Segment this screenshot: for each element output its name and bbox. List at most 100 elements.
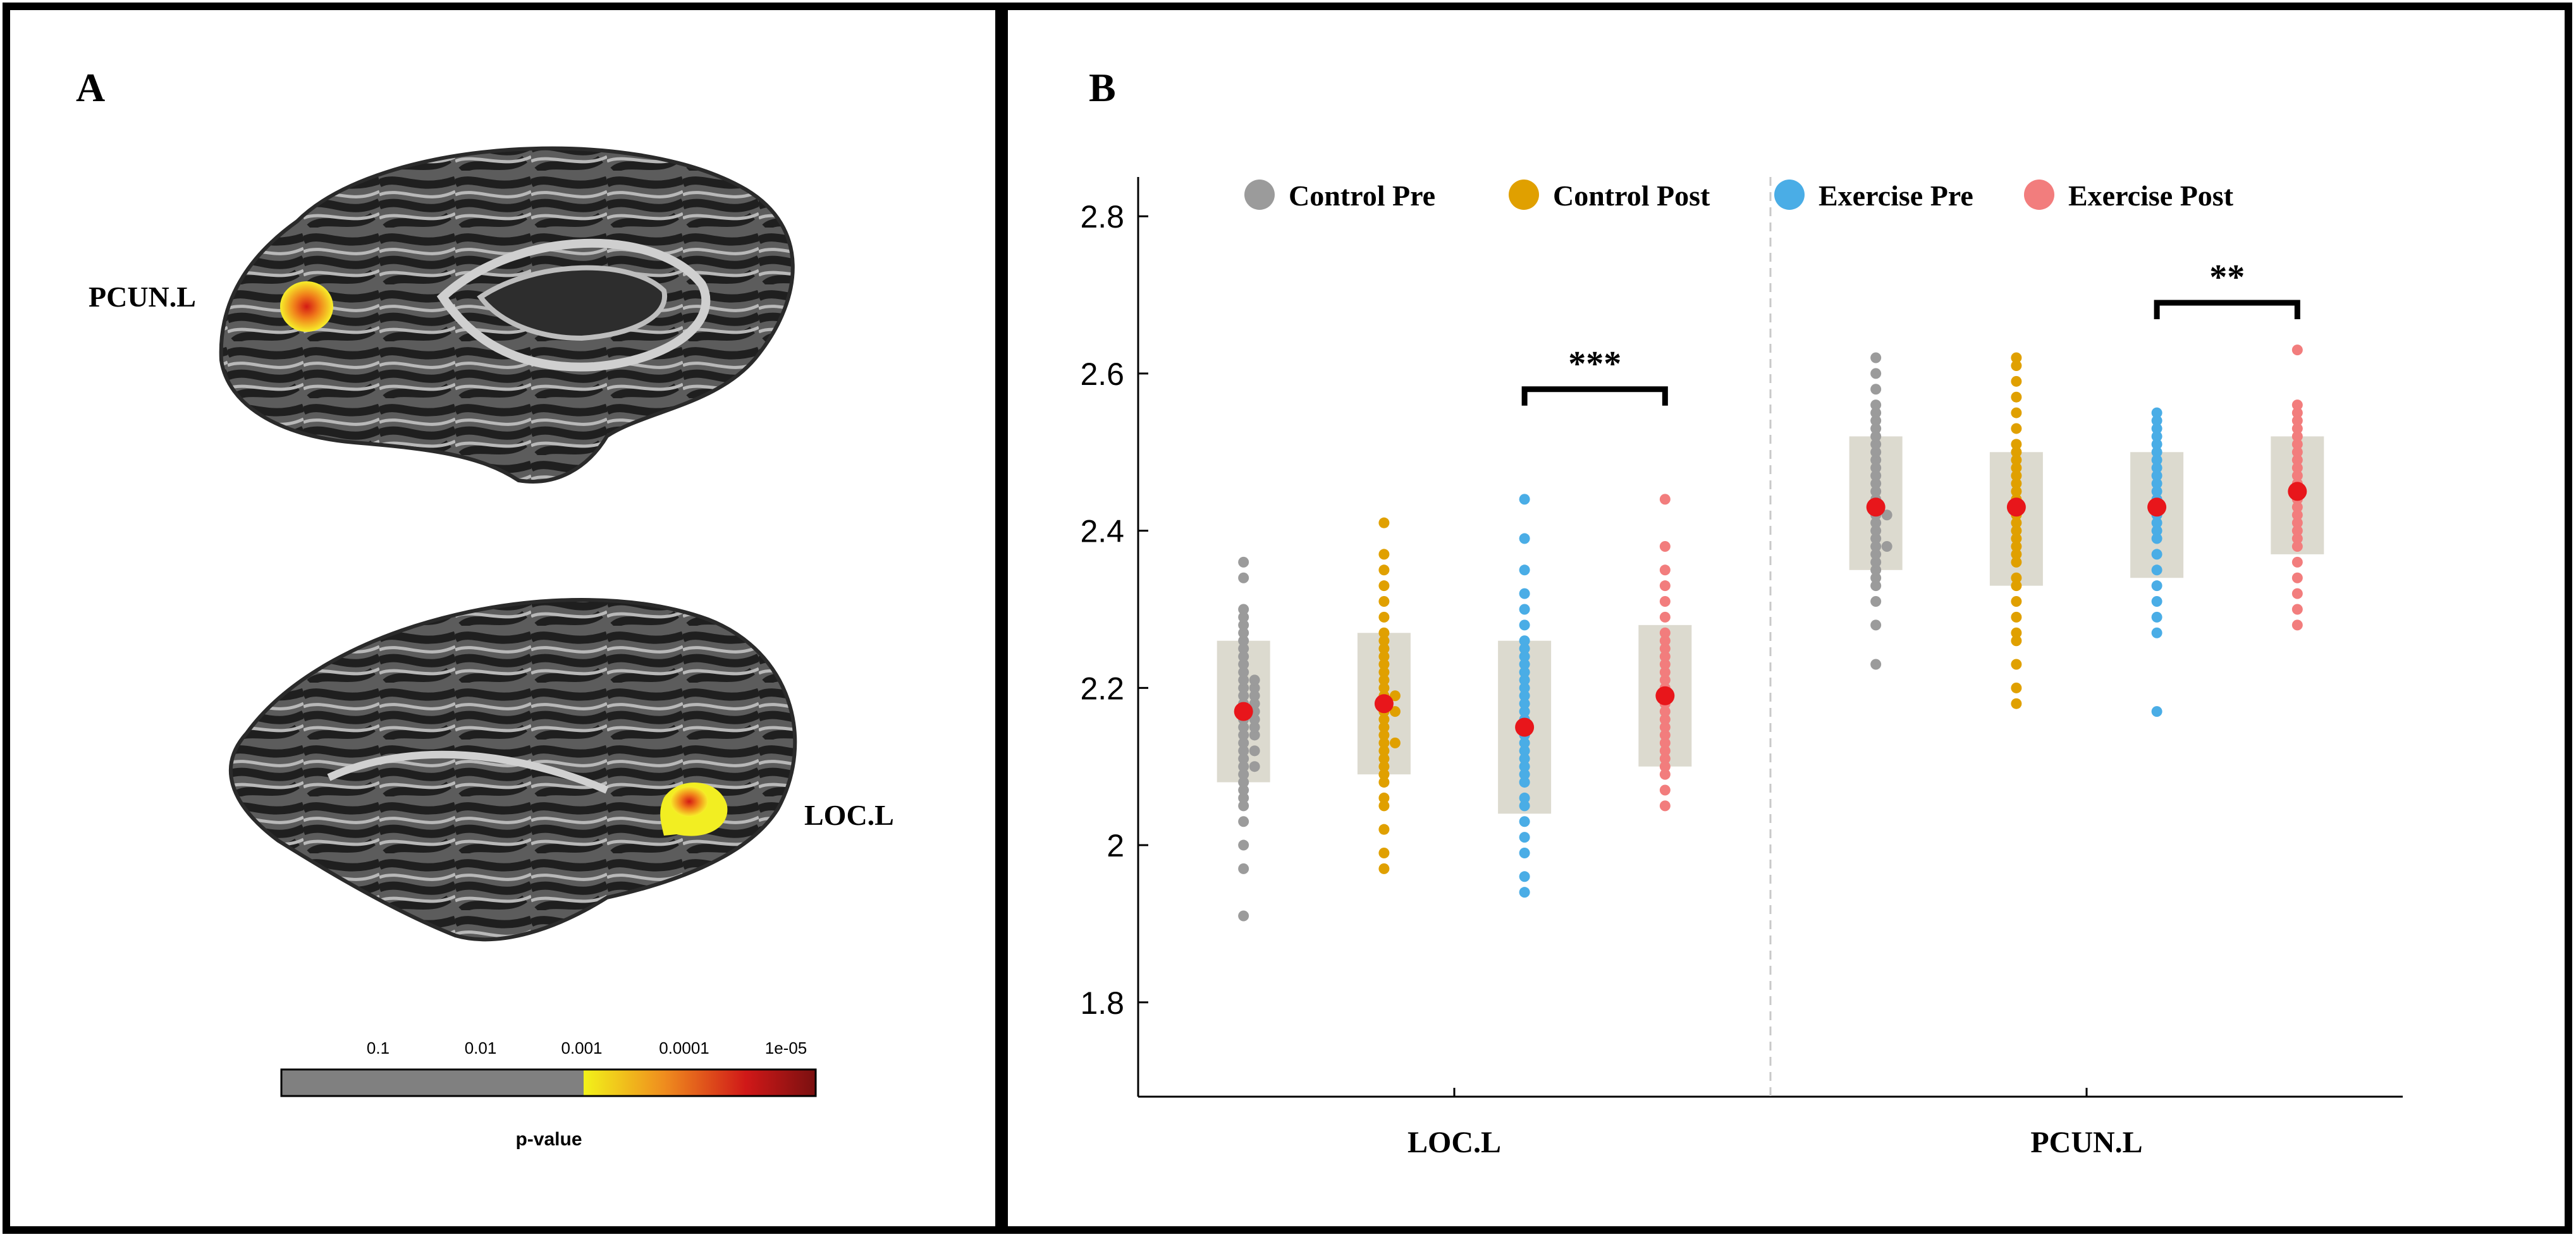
data-point (2151, 454, 2162, 466)
panel-a-label: A (76, 65, 105, 110)
data-point (1389, 737, 1401, 748)
data-point (2011, 627, 2022, 638)
data-point (1519, 871, 1530, 882)
data-point (2011, 556, 2022, 568)
data-point (1870, 485, 1882, 497)
data-point (1519, 674, 1530, 686)
data-point (2291, 604, 2303, 615)
data-point (1238, 784, 1249, 796)
data-point (2011, 525, 2022, 537)
data-point (1238, 659, 1249, 670)
data-point (1238, 643, 1249, 654)
data-point (2011, 446, 2022, 458)
panel-b-frame (1000, 3, 2572, 1234)
mean-marker (2147, 497, 2167, 517)
data-point (2291, 556, 2303, 568)
data-point (1249, 761, 1260, 772)
legend-marker (1509, 180, 1539, 210)
data-point (2291, 517, 2303, 528)
data-point (1881, 540, 1892, 552)
data-point (1238, 627, 1249, 638)
data-point (2151, 580, 2162, 592)
data-point (2011, 698, 2022, 709)
data-point (2011, 478, 2022, 489)
data-point (1659, 666, 1671, 678)
mean-marker (1374, 694, 1394, 714)
data-point (1519, 533, 1530, 544)
data-point (1378, 737, 1390, 748)
mean-marker (1515, 717, 1535, 737)
mean-marker (2006, 497, 2026, 517)
data-point (1519, 761, 1530, 772)
data-point (1519, 737, 1530, 748)
data-point (1238, 666, 1249, 678)
data-point (1249, 698, 1260, 709)
data-point (1870, 430, 1882, 442)
data-point (1870, 446, 1882, 458)
data-point (1659, 540, 1671, 552)
data-point (1238, 737, 1249, 748)
data-point (1378, 651, 1390, 662)
data-point (2011, 360, 2022, 371)
data-point (1519, 619, 1530, 631)
significance-annotations: ***** (1521, 258, 2300, 406)
data-point (2291, 415, 2303, 427)
data-point (1659, 714, 1671, 725)
data-point (1870, 470, 1882, 482)
data-point (2291, 501, 2303, 513)
data-point (1519, 745, 1530, 757)
data-point (2291, 572, 2303, 583)
data-point (1519, 604, 1530, 615)
legend-label: Exercise Pre (1819, 180, 1973, 212)
data-point (1378, 824, 1390, 835)
mean-marker (1234, 702, 1253, 721)
data-point (1519, 635, 1530, 647)
region-label-pcun: PCUN.L (89, 281, 196, 313)
data-point (1238, 682, 1249, 693)
data-point (2291, 407, 2303, 418)
data-point (1378, 596, 1390, 607)
data-point (2011, 391, 2022, 403)
data-point (1659, 611, 1671, 623)
significance-bracket (1521, 386, 1668, 406)
data-point (1238, 619, 1249, 631)
data-point (2151, 430, 2162, 442)
legend-marker (1244, 180, 1275, 210)
data-point (2011, 439, 2022, 450)
legend-label: Control Pre (1289, 180, 1435, 212)
data-point (2291, 399, 2303, 411)
data-point (1238, 604, 1249, 615)
data-point (1519, 588, 1530, 599)
data-point (1870, 454, 1882, 466)
data-point (2291, 470, 2303, 482)
data-point (1519, 706, 1530, 717)
data-point (1238, 729, 1249, 741)
data-point (1378, 682, 1390, 693)
data-point (1238, 674, 1249, 686)
data-point (2151, 478, 2162, 489)
data-point (1519, 651, 1530, 662)
data-point (2291, 462, 2303, 473)
data-point (2011, 454, 2022, 466)
data-point (1659, 674, 1671, 686)
data-point (1870, 517, 1882, 528)
data-point (1249, 690, 1260, 702)
x-ticks: LOC.L PCUN.L (1408, 1088, 2143, 1159)
data-point (2011, 635, 2022, 647)
data-point (1238, 635, 1249, 647)
data-point (2291, 454, 2303, 466)
data-point (2151, 446, 2162, 458)
data-point (1378, 777, 1390, 788)
colorbar-gray-segment (281, 1069, 584, 1096)
legend-marker (1774, 180, 1805, 210)
data-point (1519, 816, 1530, 827)
data-point (1659, 706, 1671, 717)
data-point (1238, 753, 1249, 764)
data-point (1870, 533, 1882, 544)
data-point (2011, 352, 2022, 363)
data-point (1870, 423, 1882, 434)
data-point (2011, 517, 2022, 528)
y-tick-label: 2.4 (1080, 514, 1124, 549)
data-point (1378, 659, 1390, 670)
mean-marker (1866, 497, 1886, 517)
